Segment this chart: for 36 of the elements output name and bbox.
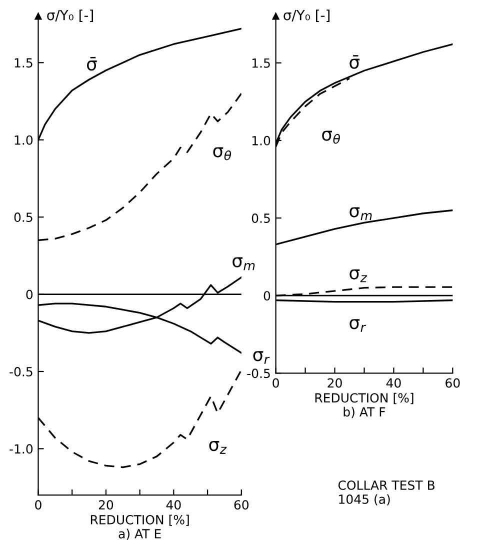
x-tick-label: 40 [166, 500, 181, 510]
text: b) AT F [344, 406, 386, 418]
series-label: σ$_{θ}$ [322, 130, 340, 144]
text: COLLAR TEST B 1045 (a) [338, 480, 434, 506]
x-tick-label: 20 [328, 378, 342, 388]
x-tick-label: 60 [446, 378, 460, 388]
series-label: σ$_{z}$ [350, 269, 368, 282]
series-label: σ$_{r}$ [350, 319, 366, 332]
x-tick-label: 20 [98, 500, 114, 510]
series-label: σ$_{z}$ [209, 440, 227, 454]
y-tick-label: 1.5 [14, 58, 32, 68]
x-tick-label: 0 [272, 378, 279, 388]
series-label: σ$_{θ}$ [213, 147, 232, 160]
y-tick-label: 0.5 [14, 212, 32, 222]
text: a) AT E [118, 528, 161, 540]
series-label: σ$_{r}$ [253, 351, 270, 364]
y-axis-title: σ/Y₀ [-] [47, 10, 93, 22]
series-label: σ$_{m}$ [232, 257, 255, 270]
x-tick-label: 40 [386, 378, 401, 388]
x-tick-label: 60 [234, 500, 249, 510]
y-tick-label: -1.0 [10, 444, 33, 454]
y-tick-label: 0 [264, 291, 270, 301]
x-tick-label: 0 [35, 500, 42, 510]
y-tick-label: 1.0 [252, 136, 270, 146]
y-tick-label: -0.5 [10, 366, 32, 376]
y-tick-label: 0 [26, 290, 33, 300]
y-tick-label: 1.5 [252, 58, 270, 68]
x-axis-title: REDUCTION [%] [315, 392, 414, 404]
x-axis-title: REDUCTION [%] [90, 514, 189, 526]
series-label: σ$_{m}$ [350, 207, 372, 220]
series-label: σ̄ [86, 56, 97, 71]
y-tick-label: 1.0 [14, 135, 33, 145]
y-tick-label: 0.5 [252, 213, 270, 223]
y-axis-title: σ/Y₀ [-] [284, 10, 330, 22]
series-label: σ̄ [350, 55, 360, 69]
y-tick-label: -0.5 [247, 368, 270, 378]
